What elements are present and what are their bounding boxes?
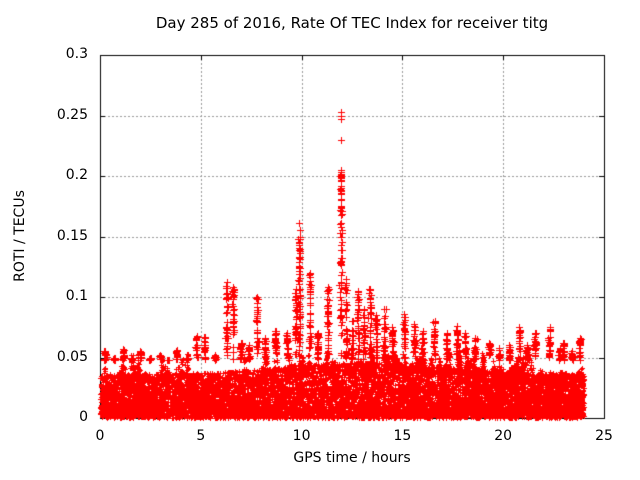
y-tick-label: 0.05 xyxy=(56,348,88,365)
y-tick-label: 0.25 xyxy=(56,106,88,123)
x-tick-label: 20 xyxy=(494,428,513,444)
y-tick-label: 0.15 xyxy=(56,227,88,244)
y-tick-label: 0 xyxy=(79,409,88,425)
x-axis-label: GPS time / hours xyxy=(293,450,411,466)
x-tick-label: 25 xyxy=(595,428,613,444)
x-tick-label: 5 xyxy=(196,428,206,444)
y-tick-label: 0.1 xyxy=(65,288,88,304)
y-tick-label: 0.3 xyxy=(65,46,88,62)
chart-title: Day 285 of 2016, Rate Of TEC Index for r… xyxy=(155,14,549,32)
x-tick-label: 0 xyxy=(95,428,105,444)
x-tick-label: 10 xyxy=(292,428,311,444)
x-tick-label: 15 xyxy=(393,428,412,444)
y-tick-label: 0.2 xyxy=(65,167,88,183)
